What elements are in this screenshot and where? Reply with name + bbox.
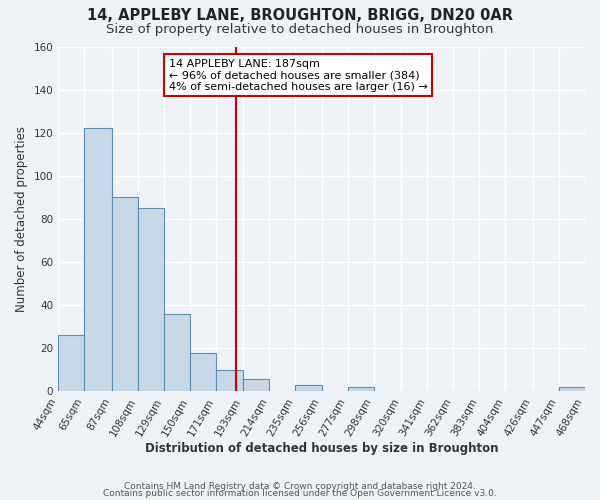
Text: Contains HM Land Registry data © Crown copyright and database right 2024.: Contains HM Land Registry data © Crown c… — [124, 482, 476, 491]
Y-axis label: Number of detached properties: Number of detached properties — [15, 126, 28, 312]
Bar — [244, 378, 269, 392]
Text: Contains public sector information licensed under the Open Government Licence v3: Contains public sector information licen… — [103, 489, 497, 498]
Bar — [559, 387, 585, 392]
Bar — [190, 352, 216, 392]
Bar — [137, 208, 164, 392]
Bar — [216, 370, 244, 392]
Bar — [347, 387, 374, 392]
Bar — [164, 314, 190, 392]
Text: 14 APPLEBY LANE: 187sqm
← 96% of detached houses are smaller (384)
4% of semi-de: 14 APPLEBY LANE: 187sqm ← 96% of detache… — [169, 58, 428, 92]
Bar — [58, 336, 84, 392]
Text: 14, APPLEBY LANE, BROUGHTON, BRIGG, DN20 0AR: 14, APPLEBY LANE, BROUGHTON, BRIGG, DN20… — [87, 8, 513, 22]
Bar — [112, 198, 137, 392]
Bar — [295, 385, 322, 392]
Bar — [84, 128, 112, 392]
Text: Size of property relative to detached houses in Broughton: Size of property relative to detached ho… — [106, 22, 494, 36]
X-axis label: Distribution of detached houses by size in Broughton: Distribution of detached houses by size … — [145, 442, 499, 455]
